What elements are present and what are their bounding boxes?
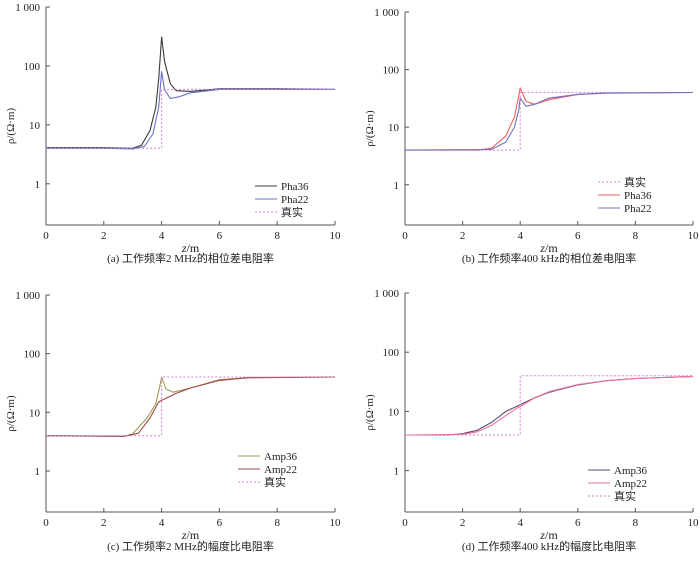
- x-axis-label: z/m: [181, 241, 200, 255]
- x-axis-unit: /m: [187, 241, 200, 255]
- x-tick-label: 2: [101, 517, 107, 529]
- x-tick-label: 8: [274, 230, 280, 242]
- panel-caption: (d) 工作频率400 kHz的幅度比电阻率: [462, 539, 636, 553]
- x-tick-label: 4: [517, 230, 523, 242]
- x-tick-label: 10: [330, 230, 342, 242]
- y-tick-label: 10: [388, 122, 400, 134]
- x-tick-label: 8: [274, 517, 280, 529]
- y-tick-label: 100: [383, 65, 400, 77]
- y-tick-label: 10: [29, 407, 41, 419]
- legend-label: Pha22: [281, 194, 309, 206]
- chart-panel-d: 0 2 4 6 8 10 1 10 100 1 000 ρ/(Ω·m) z/m(d) 工作频率400 …: [364, 288, 699, 553]
- x-tick-label: 2: [460, 230, 466, 242]
- x-axis-unit: /m: [187, 528, 200, 542]
- legend-label: Pha36: [281, 181, 309, 193]
- x-tick-label: 4: [159, 517, 165, 529]
- y-tick-label: 1 000: [374, 288, 399, 300]
- x-tick-label: 0: [402, 230, 408, 242]
- x-tick-label: 4: [517, 517, 523, 529]
- y-tick-label: 100: [24, 61, 41, 73]
- x-axis-variable: z: [181, 241, 187, 255]
- series-line-Amp36: [45, 376, 336, 437]
- y-tick-label: 100: [383, 347, 400, 359]
- y-axis-label: ρ/(Ω·m): [5, 108, 17, 145]
- x-axis-unit: /m: [545, 528, 558, 542]
- chart-panel-c: 0 2 4 6 8 10 1 10 100 1 000 ρ/(Ω·m) z/m(c) 工作频率2 MH…: [5, 290, 341, 553]
- x-tick-label: 0: [43, 230, 49, 242]
- legend-label: 真实: [264, 475, 286, 489]
- y-tick-label: 1: [35, 466, 41, 478]
- x-tick-label: 10: [688, 517, 700, 529]
- legend-label: Amp36: [264, 451, 298, 463]
- x-tick-label: 10: [330, 517, 342, 529]
- x-tick-label: 8: [633, 230, 639, 242]
- legend-label: 真实: [281, 205, 303, 219]
- series-line-Pha36: [405, 87, 694, 151]
- chart-panel-b: 0 2 4 6 8 10 1 10 100 1 000 ρ/(Ω·m) z/m(b) 工作频率400 …: [364, 7, 699, 265]
- x-tick-label: 6: [217, 230, 223, 242]
- y-tick-label: 1: [394, 466, 400, 478]
- series-line-Pha22: [404, 91, 694, 151]
- y-axis-label: ρ/(Ω·m): [364, 110, 376, 147]
- legend-label: Amp36: [614, 465, 648, 477]
- legend-label: Pha22: [624, 203, 652, 215]
- series-line-真实: [405, 375, 693, 436]
- legend-label: 真实: [624, 175, 646, 189]
- y-axis-label: ρ/(Ω·m): [5, 395, 17, 432]
- series-line-真实: [405, 92, 693, 151]
- series-line-Amp22: [404, 375, 694, 436]
- legend-label: 真实: [614, 489, 636, 503]
- x-tick-label: 0: [43, 517, 49, 529]
- series-line-真实: [46, 376, 335, 437]
- legend-label: Amp22: [264, 464, 297, 476]
- x-tick-label: 0: [402, 517, 408, 529]
- x-tick-label: 6: [575, 230, 581, 242]
- series-line-Pha36: [46, 36, 336, 149]
- x-tick-label: 2: [101, 230, 107, 242]
- x-axis-unit: /m: [545, 241, 558, 255]
- y-tick-label: 1 000: [15, 2, 40, 14]
- chart-panel-a: 0 2 4 6 8 10 1 10 100 1 000 ρ/(Ω·m) z/m(a) 工作频率2 MH…: [5, 2, 341, 265]
- y-axis-label: ρ/(Ω·m): [364, 394, 376, 431]
- x-tick-label: 8: [633, 517, 639, 529]
- series-line-Pha22: [46, 71, 335, 150]
- panel-caption: (b) 工作频率400 kHz的相位差电阻率: [462, 251, 636, 265]
- x-axis-variable: z: [539, 528, 545, 542]
- series-line-Amp36: [405, 375, 694, 436]
- y-tick-label: 1: [394, 180, 400, 192]
- y-tick-label: 1 000: [15, 290, 40, 302]
- x-tick-label: 6: [217, 517, 223, 529]
- legend-label: Amp22: [614, 478, 647, 490]
- x-axis-label: z/m: [539, 528, 558, 542]
- panel-caption: (c) 工作频率2 MHz的幅度比电阻率: [107, 539, 274, 553]
- panel-caption: (a) 工作频率2 MHz的相位差电阻率: [107, 251, 274, 265]
- x-tick-label: 6: [575, 517, 581, 529]
- x-axis-variable: z: [181, 528, 187, 542]
- x-axis-label: z/m: [539, 241, 558, 255]
- y-tick-label: 100: [24, 349, 41, 361]
- y-tick-label: 10: [388, 406, 400, 418]
- x-tick-label: 10: [688, 230, 700, 242]
- series-line-真实: [46, 88, 335, 149]
- legend-label: Pha36: [624, 190, 652, 202]
- y-tick-label: 1 000: [374, 7, 399, 19]
- x-tick-label: 2: [460, 517, 466, 529]
- x-tick-label: 4: [159, 230, 165, 242]
- y-tick-label: 10: [29, 120, 41, 132]
- x-axis-label: z/m: [181, 528, 200, 542]
- series-line-Amp22: [45, 376, 336, 437]
- x-axis-variable: z: [539, 241, 545, 255]
- y-tick-label: 1: [35, 179, 41, 191]
